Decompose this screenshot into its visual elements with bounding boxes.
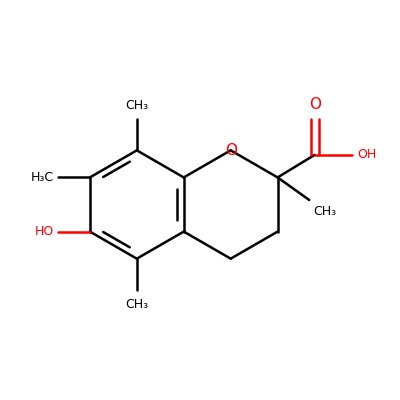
Text: O: O: [309, 98, 321, 112]
Text: O: O: [225, 143, 237, 158]
Text: HO: HO: [34, 225, 54, 238]
Text: CH₃: CH₃: [314, 204, 337, 218]
Text: CH₃: CH₃: [125, 298, 148, 310]
Text: H₃C: H₃C: [31, 171, 54, 184]
Text: CH₃: CH₃: [125, 98, 148, 112]
Text: OH: OH: [357, 148, 376, 161]
